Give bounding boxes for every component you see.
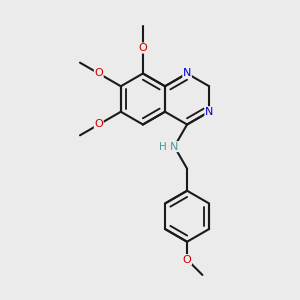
Text: O: O	[183, 255, 191, 265]
Text: O: O	[94, 119, 103, 130]
Text: H: H	[159, 142, 167, 152]
Text: N: N	[170, 142, 178, 152]
Text: O: O	[139, 43, 147, 53]
Text: O: O	[94, 68, 103, 79]
Text: N: N	[183, 68, 191, 79]
Text: N: N	[205, 107, 213, 117]
